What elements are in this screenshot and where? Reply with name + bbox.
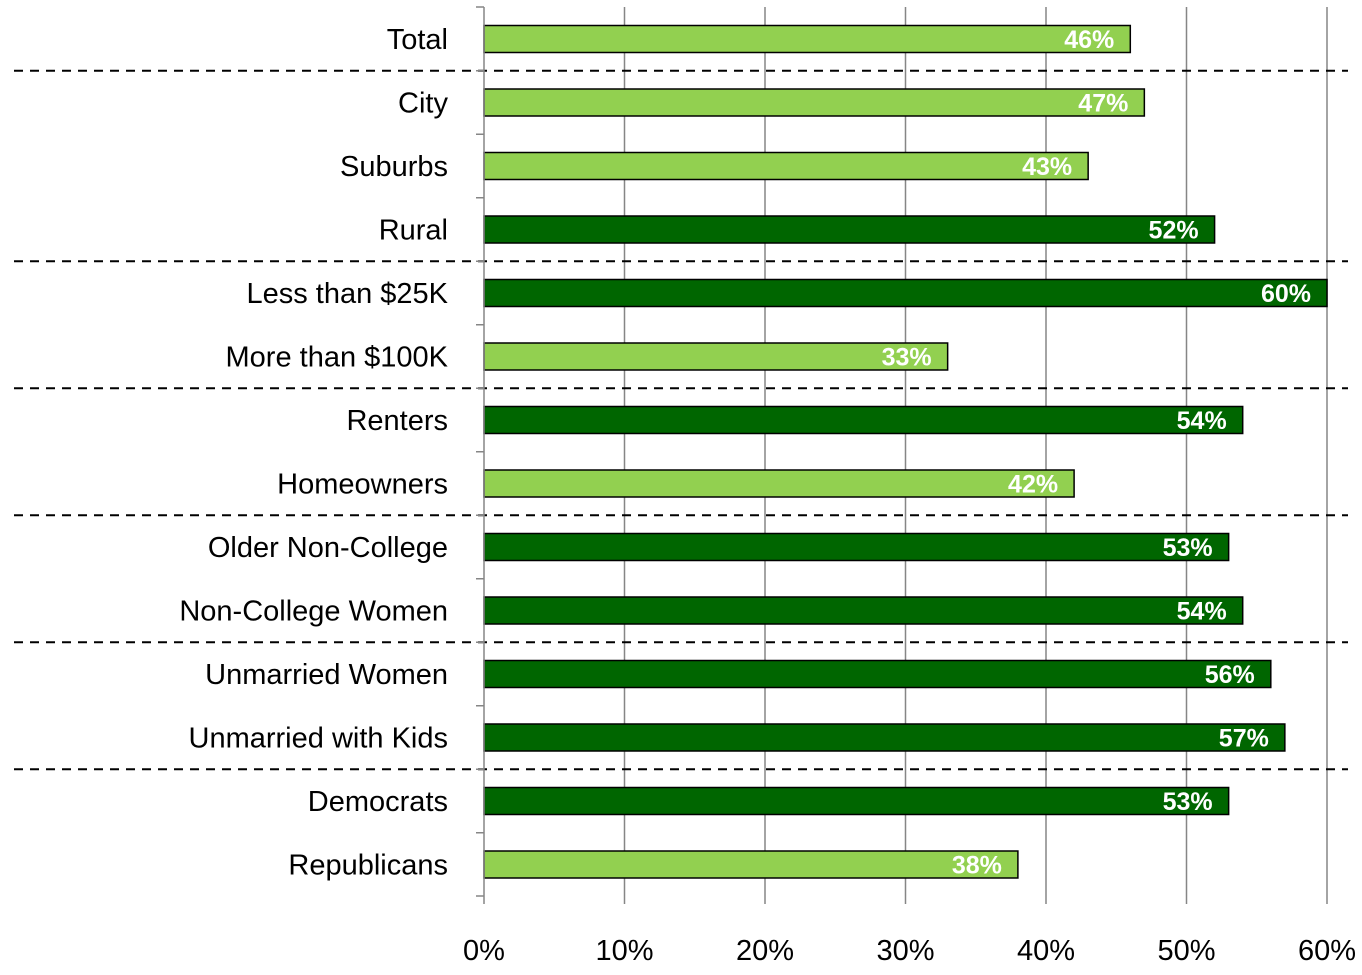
bar-2 bbox=[483, 151, 1089, 181]
category-label-11: Unmarried with Kids bbox=[189, 723, 448, 755]
x-tick-label-0: 0% bbox=[463, 935, 505, 967]
x-tick-label-60: 60% bbox=[1298, 935, 1356, 967]
bar-8 bbox=[483, 532, 1230, 562]
x-tick-label-20: 20% bbox=[736, 935, 794, 967]
category-label-12: Democrats bbox=[308, 786, 448, 818]
value-label-0: 46% bbox=[1064, 26, 1114, 54]
bar-3 bbox=[483, 215, 1216, 244]
bar-1 bbox=[483, 88, 1146, 117]
category-label-9: Non-College Women bbox=[179, 596, 448, 628]
value-label-7: 42% bbox=[1008, 471, 1058, 499]
category-label-2: Suburbs bbox=[340, 151, 448, 183]
x-tick-label-30: 30% bbox=[876, 935, 934, 967]
bar-4 bbox=[483, 278, 1328, 308]
bar-13 bbox=[483, 850, 1019, 879]
axes: 0% 10% 20% 30% 40% 50% 60% bbox=[463, 6, 1356, 967]
bar-6 bbox=[483, 405, 1244, 435]
value-label-9: 54% bbox=[1177, 598, 1227, 626]
value-label-6: 54% bbox=[1177, 407, 1227, 435]
value-label-10: 56% bbox=[1205, 661, 1255, 689]
category-label-0: Total bbox=[387, 24, 448, 56]
value-labels: 46% 47% 43% 52% 60% 33% 54% 42% 53% 54% 56% 57% 53% 3… bbox=[882, 26, 1311, 880]
x-tick-label-50: 50% bbox=[1157, 935, 1215, 967]
bars bbox=[483, 24, 1328, 879]
bar-11 bbox=[483, 723, 1286, 752]
category-label-3: Rural bbox=[379, 215, 448, 247]
bar-5 bbox=[483, 342, 949, 371]
value-label-13: 38% bbox=[952, 852, 1002, 880]
category-label-6: Renters bbox=[346, 405, 448, 437]
category-label-8: Older Non-College bbox=[208, 532, 448, 564]
bar-12 bbox=[483, 786, 1230, 816]
value-label-5: 33% bbox=[882, 344, 932, 372]
bar-9 bbox=[483, 596, 1244, 625]
category-label-10: Unmarried Women bbox=[205, 659, 448, 691]
group-dividers bbox=[14, 69, 1348, 771]
value-label-4: 60% bbox=[1261, 280, 1311, 308]
bar-7 bbox=[483, 469, 1075, 498]
value-label-11: 57% bbox=[1219, 725, 1269, 753]
bar-10 bbox=[483, 659, 1272, 689]
x-tick-label-10: 10% bbox=[595, 935, 653, 967]
bar-0 bbox=[483, 24, 1132, 54]
category-label-13: Republicans bbox=[288, 850, 448, 882]
category-label-7: Homeowners bbox=[277, 469, 448, 501]
value-label-1: 47% bbox=[1078, 90, 1128, 118]
value-label-8: 53% bbox=[1163, 534, 1213, 562]
category-label-1: City bbox=[398, 88, 448, 120]
grid-layer bbox=[623, 7, 1328, 896]
category-label-4: Less than $25K bbox=[246, 278, 448, 310]
value-label-3: 52% bbox=[1149, 217, 1199, 245]
category-labels: Total City Suburbs Rural Less than $25K More … bbox=[179, 24, 448, 882]
x-tick-label-40: 40% bbox=[1017, 935, 1075, 967]
category-label-5: More than $100K bbox=[226, 342, 449, 374]
value-label-2: 43% bbox=[1022, 153, 1072, 181]
value-label-12: 53% bbox=[1163, 788, 1213, 816]
